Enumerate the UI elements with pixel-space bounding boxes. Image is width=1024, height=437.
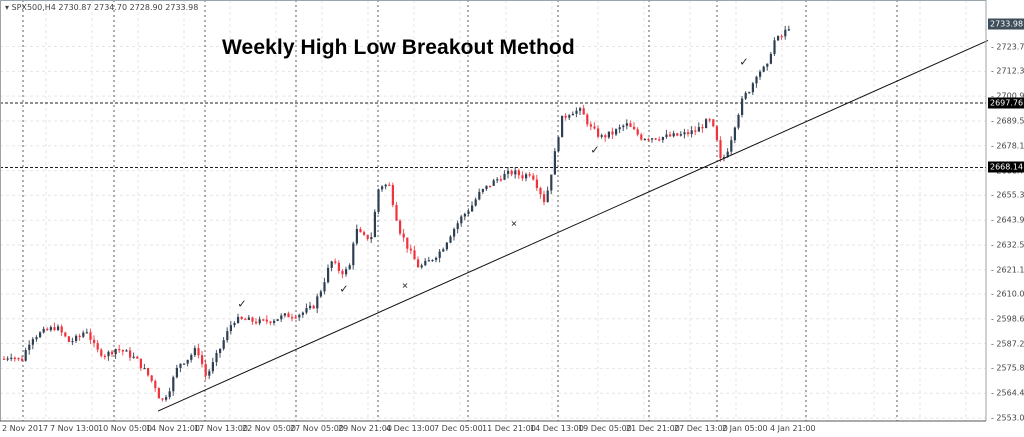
price-tick-label: - 2700.90 xyxy=(991,91,1024,101)
time-tick-label: 22 Nov 05:00 xyxy=(242,424,296,433)
time-tick-label: 14 Dec 13:00 xyxy=(530,424,584,433)
price-tick-label: - 2678.10 xyxy=(991,141,1024,151)
price-tick-label: - 2712.30 xyxy=(991,66,1024,76)
price-tick-label: - 2587.20 xyxy=(991,339,1024,349)
price-tick-label: - 2643.90 xyxy=(991,215,1024,225)
check-icon: ✓ xyxy=(237,297,247,311)
time-tick-label: 21 Dec 21:00 xyxy=(626,424,680,433)
price-tick-label: - 2564.40 xyxy=(991,388,1024,398)
price-tick-label: - 2621.10 xyxy=(991,265,1024,275)
weekly-high-badge: 2697.76 xyxy=(988,97,1024,109)
time-tick-label: 14 Nov 21:00 xyxy=(146,424,200,433)
grid-lines xyxy=(0,0,986,421)
price-tick-label: - 2610.00 xyxy=(991,289,1024,299)
price-tick-label: - 2655.30 xyxy=(991,190,1024,200)
price-tick-label: - 2598.60 xyxy=(991,314,1024,324)
price-tick-label: - 2575.80 xyxy=(991,363,1024,373)
check-icon: ✓ xyxy=(590,143,600,157)
axes xyxy=(0,0,987,422)
price-tick-label: - 2689.50 xyxy=(991,116,1024,126)
time-tick-label: 27 Nov 05:00 xyxy=(290,424,344,433)
time-tick-label: 29 Nov 21:00 xyxy=(338,424,392,433)
price-tick-label: - 2723.70 xyxy=(991,42,1024,52)
price-tick-label: - 2632.50 xyxy=(991,240,1024,250)
time-tick-label: 7 Dec 05:00 xyxy=(434,424,483,433)
weekly-low-badge: 2668.14 xyxy=(988,161,1024,173)
time-tick-label: 19 Dec 05:00 xyxy=(578,424,632,433)
time-tick-label: 10 Nov 05:00 xyxy=(98,424,152,433)
cross-icon: ✕ xyxy=(401,281,409,291)
cross-icon: ✕ xyxy=(510,219,518,229)
time-tick-label: 4 Jan 21:00 xyxy=(770,424,816,433)
chart-title: Weekly High Low Breakout Method xyxy=(222,36,575,59)
time-tick-label: 11 Dec 21:00 xyxy=(482,424,536,433)
candlesticks xyxy=(3,25,790,402)
horizontal-levels xyxy=(0,102,986,168)
time-tick-label: 7 Nov 13:00 xyxy=(50,424,99,433)
symbol-ohlc-label: ▾ SPX500,H4 2730.87 2734.70 2728.90 2733… xyxy=(5,3,199,12)
current-price-badge: 2733.98 xyxy=(988,18,1024,30)
check-icon: ✓ xyxy=(739,55,749,69)
time-tick-label: 4 Dec 13:00 xyxy=(386,424,435,433)
trendline[interactable] xyxy=(157,40,989,412)
check-icon: ✓ xyxy=(339,282,349,296)
time-tick-label: 2 Jan 05:00 xyxy=(722,424,768,433)
time-tick-label: 27 Dec 13:00 xyxy=(674,424,728,433)
price-tick-label: - 2553.00 xyxy=(991,413,1024,423)
time-tick-label: 2 Nov 2017 xyxy=(2,424,49,433)
time-tick-label: 17 Nov 13:00 xyxy=(194,424,248,433)
